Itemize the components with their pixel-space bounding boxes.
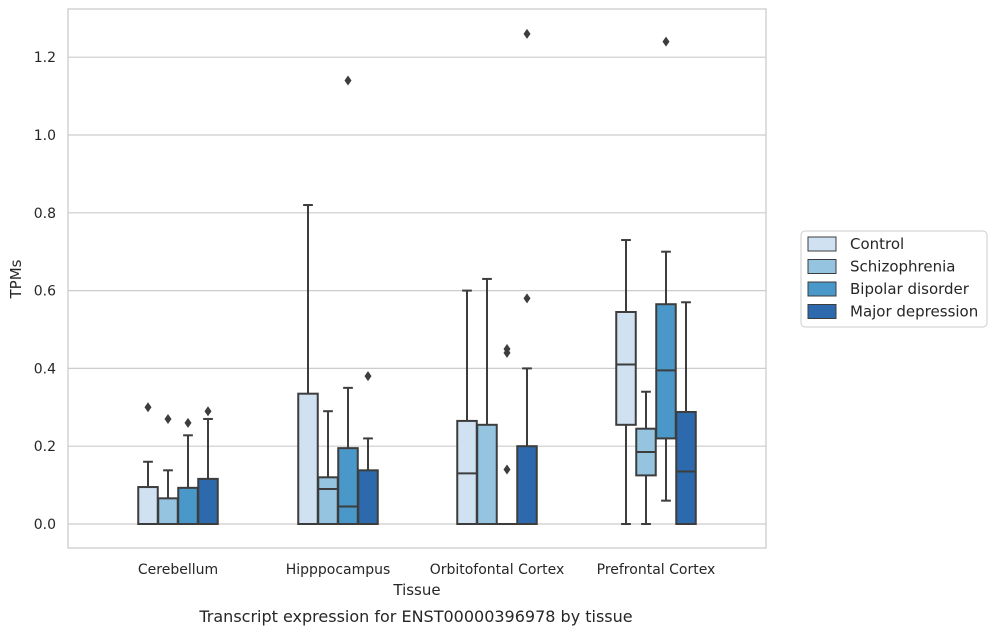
outlier-point [503,343,511,354]
box-major-depression [675,301,697,525]
box-body [177,486,199,525]
box-bipolar-disorder [655,36,677,502]
box-bipolar-disorder [337,75,359,525]
box-bipolar-disorder [177,417,199,525]
y-tick-label: 1.2 [34,50,56,66]
x-tick-label: Prefrontal Cortex [597,562,716,578]
legend-entry: Bipolar disorder [850,280,970,298]
box-body [317,476,339,526]
outlier-point [364,371,372,382]
box-body [197,477,219,526]
legend: Control Schizophrenia Bipolar disorder Majo… [800,230,988,328]
x-axis-label: Tissue [392,581,440,599]
box-major-depression [357,371,379,525]
outlier-point [662,36,670,47]
box-schizophrenia [476,277,498,525]
legend-swatch [807,236,837,252]
outlier-point [164,413,172,424]
box-body [297,392,319,525]
x-tick-label: Hipppocampus [286,562,391,578]
box-body [675,410,697,525]
y-tick-label: 0.2 [34,439,56,455]
y-tick-label: 1.0 [34,128,56,144]
box-body [137,486,159,526]
outlier-point [144,402,152,413]
box-schizophrenia [317,410,339,526]
box-body [357,469,379,525]
legend-swatch [807,259,837,274]
box-control [137,402,159,526]
outlier-point [523,28,531,39]
outlier-point [344,75,352,86]
box-major-depression [197,406,219,526]
plot-frame [67,8,767,549]
legend-entry: Schizophrenia [850,258,955,276]
legend-entry: Major depression [850,303,978,321]
box-control [297,204,319,525]
outlier-point [503,464,511,475]
box-major-depression [516,28,538,526]
x-tick-label: Cerebellum [138,562,218,578]
y-tick-label: 0.4 [34,361,56,377]
outlier-point [184,417,192,428]
box-control [456,289,478,526]
outlier-point [204,406,212,417]
box-control [615,239,637,525]
legend-swatch [807,281,837,297]
box-schizophrenia [157,413,179,525]
outlier-point [523,293,531,304]
box-groups [137,28,697,526]
y-tick-labels: 0.0 0.2 0.4 0.6 0.8 1.0 1.2 [34,50,56,533]
box-schizophrenia [635,390,657,525]
y-tick-label: 0.8 [34,206,56,222]
box-body [476,423,498,525]
box-body [615,310,637,426]
box-body [516,445,538,526]
box-body [157,497,179,525]
legend-swatch [807,304,837,319]
box-bipolar-disorder [496,343,518,526]
chart-caption: Transcript expression for ENST0000039697… [198,607,632,626]
x-tick-label: Orbitofontal Cortex [430,562,565,578]
y-tick-label: 0.6 [34,284,56,300]
y-axis-label: TPMs [7,259,25,299]
legend-frame [800,230,988,328]
legend-entry: Control [850,235,904,253]
box-body [337,447,359,525]
y-tick-label: 0.0 [34,517,56,533]
x-tick-labels: Cerebellum Hipppocampus Orbitofontal Corte… [138,562,715,578]
y-gridlines [68,56,766,525]
